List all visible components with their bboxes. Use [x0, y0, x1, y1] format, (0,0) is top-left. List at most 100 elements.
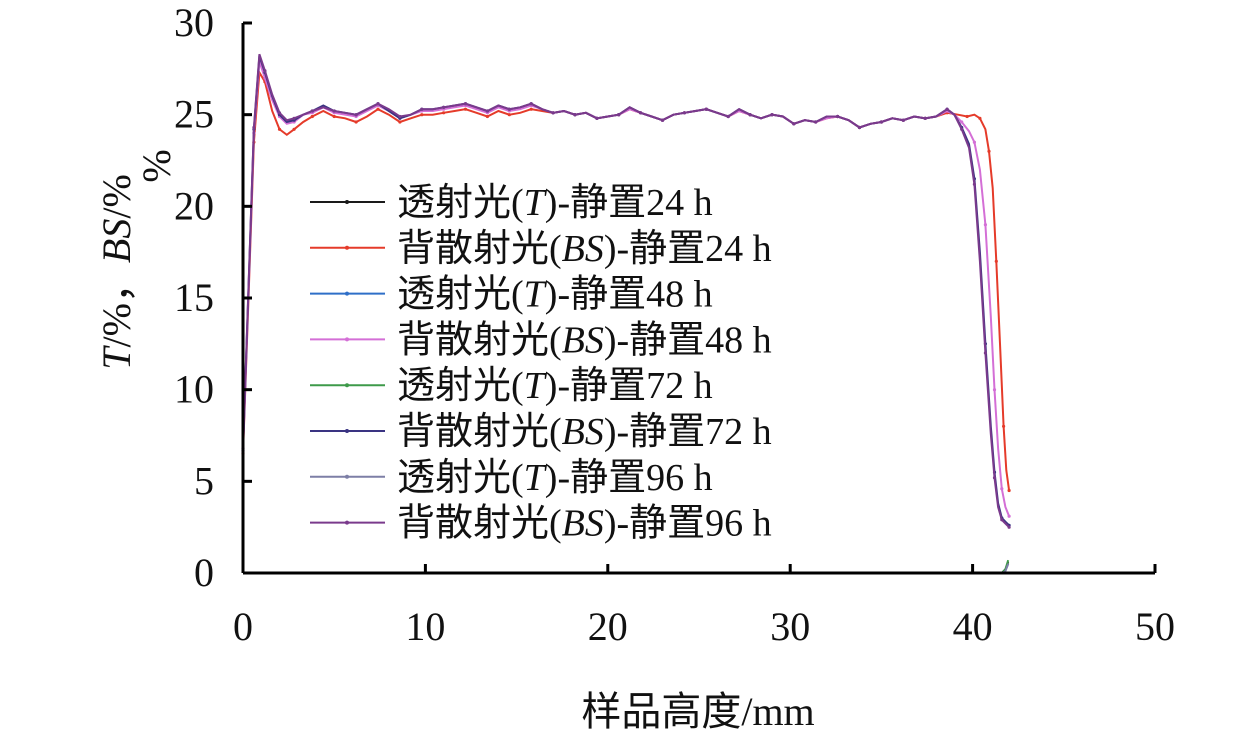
data-point [983, 223, 988, 227]
data-point [354, 120, 358, 124]
data-point [836, 114, 840, 119]
legend-item: 透射光(T)-静置48 h [310, 274, 713, 316]
data-point [376, 102, 380, 106]
data-point [263, 69, 267, 73]
data-point [857, 125, 862, 130]
x-axis-title: 样品高度/mm [581, 689, 814, 734]
data-point [529, 102, 533, 106]
data-point [660, 118, 665, 122]
data-point [442, 105, 446, 109]
legend-label: 背散射光(BS)-静置24 h [397, 228, 772, 270]
data-point [792, 122, 796, 126]
data-point [551, 111, 555, 115]
data-point [442, 111, 446, 115]
data-point [972, 140, 977, 144]
data-point [726, 114, 730, 119]
legend-marker [345, 337, 349, 342]
legend-label: 透射光(T)-静置24 h [397, 182, 713, 224]
data-point [1007, 525, 1011, 529]
data-point [485, 109, 489, 113]
data-point [573, 113, 577, 117]
data-point [376, 107, 380, 111]
legend-marker [345, 474, 349, 479]
legend-item: 透射光(T)-静置24 h [310, 182, 713, 224]
data-point [277, 127, 282, 131]
series-8 [241, 53, 1011, 529]
legend-label: 背散射光(BS)-静置96 h [397, 503, 772, 545]
y-tick-label: 25 [174, 92, 214, 137]
legend-label: 透射光(T)-静置96 h [397, 457, 713, 499]
data-point [310, 109, 314, 113]
y-axis-title-group: T/%，BS/% [94, 174, 139, 370]
data-point [420, 113, 424, 117]
legend-label: 透射光(T)-静置72 h [397, 365, 713, 407]
legend-marker [345, 520, 349, 525]
data-point [994, 259, 998, 263]
data-point [987, 149, 991, 153]
data-point [965, 114, 969, 119]
x-tick-label: 10 [405, 604, 445, 649]
y-tick-label: 20 [174, 183, 214, 228]
series-5 [243, 559, 1010, 574]
data-point [420, 107, 424, 111]
data-point [595, 116, 599, 120]
legend-item: 背散射光(BS)-静置72 h [310, 411, 772, 453]
data-point [1000, 487, 1004, 491]
data-point [1002, 424, 1006, 428]
data-point [398, 120, 402, 124]
legend-item: 背散射光(BS)-静置96 h [310, 503, 772, 545]
data-point [1000, 518, 1004, 522]
data-point [354, 113, 358, 117]
data-point [463, 102, 468, 106]
data-point [682, 111, 687, 115]
data-point [704, 107, 708, 111]
legend-marker [345, 245, 349, 250]
data-point [639, 111, 643, 115]
data-point [529, 107, 533, 111]
data-point [983, 351, 988, 355]
y-tick-label: 0 [194, 550, 214, 595]
x-tick-label: 40 [953, 604, 993, 649]
legend-item: 透射光(T)-静置72 h [310, 365, 713, 407]
data-point [1007, 514, 1011, 518]
data-point [814, 120, 818, 124]
x-tick-label: 20 [588, 604, 628, 649]
data-point [277, 111, 282, 115]
y-tick-label: 30 [174, 0, 214, 45]
legend-marker [345, 383, 349, 388]
legend-marker [345, 291, 349, 296]
data-point [960, 127, 964, 131]
y-tick-label: 15 [174, 275, 214, 320]
data-point [310, 114, 314, 119]
legend-item: 透射光(T)-静置96 h [310, 457, 713, 499]
y-tick-label: 5 [194, 458, 214, 503]
data-point [972, 182, 977, 186]
y-axis-title-extra: % [134, 149, 179, 182]
data-point [252, 125, 256, 130]
data-point [332, 114, 336, 119]
data-point [992, 388, 997, 392]
data-point [978, 116, 982, 120]
data-point [960, 120, 964, 124]
legend-label: 背散射光(BS)-静置48 h [397, 319, 772, 361]
y-axis-title-extra-group: % [134, 149, 179, 182]
data-point [879, 120, 884, 124]
data-point [507, 113, 511, 117]
series-line [243, 561, 1010, 574]
x-tick-label: 50 [1135, 604, 1175, 649]
legend-label: 透射光(T)-静置48 h [397, 274, 713, 316]
axes-layer: 0 10 20 30 40 50 0 5 10 15 20 25 30 [174, 0, 1175, 649]
data-point [292, 116, 296, 120]
series-line [243, 559, 1010, 574]
y-axis-title: T/%，BS/% [94, 174, 139, 370]
data-point [398, 114, 402, 119]
data-point [901, 118, 905, 122]
series-1 [243, 561, 1010, 574]
data-point [332, 109, 336, 113]
legend-item: 背散射光(BS)-静置24 h [310, 228, 772, 270]
data-point [748, 113, 752, 117]
legend-marker [345, 429, 349, 433]
